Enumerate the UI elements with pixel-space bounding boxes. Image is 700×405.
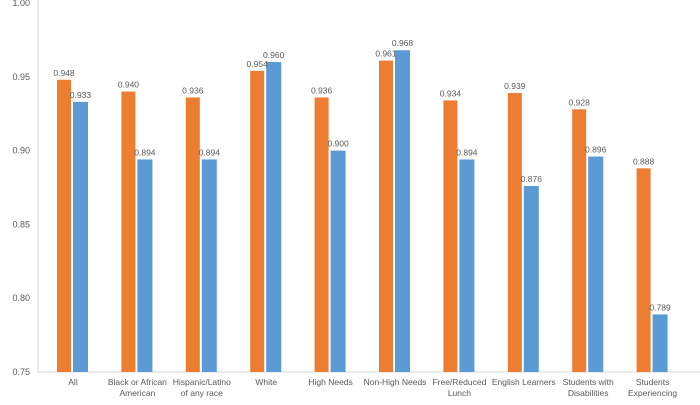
y-tick-label: 0.95	[12, 72, 30, 82]
data-label: 0.894	[199, 147, 221, 157]
x-tick-label: Lunch	[448, 388, 471, 398]
x-tick-label: Students	[636, 377, 670, 387]
data-label: 0.900	[327, 139, 349, 149]
bar-series2	[523, 186, 539, 372]
y-tick-label: 0.90	[12, 146, 30, 156]
data-label: 0.933	[70, 90, 92, 100]
data-label: 0.936	[311, 85, 333, 95]
bar-series2	[395, 50, 410, 373]
bar-series1	[636, 168, 651, 372]
x-tick-label: of any race	[181, 388, 223, 398]
bar-series2	[459, 159, 475, 372]
data-label: 0.894	[456, 147, 478, 157]
bar-series1	[572, 109, 587, 372]
x-tick-label: Experiencing	[628, 388, 677, 398]
bar-series1	[443, 100, 458, 372]
y-tick-label: 1.00	[12, 0, 30, 8]
x-tick-label: English Learners	[492, 377, 556, 387]
data-label: 0.789	[649, 302, 671, 312]
bar-series2	[137, 159, 153, 372]
data-label: 0.954	[247, 59, 269, 69]
x-tick-label: All	[68, 377, 78, 387]
data-label: 0.948	[53, 68, 75, 78]
data-label: 0.894	[134, 147, 156, 157]
data-label: 0.896	[585, 145, 607, 155]
x-tick-label: Black or African	[108, 377, 167, 387]
x-tick-label: Students with	[563, 377, 614, 387]
data-label: 0.961	[375, 49, 397, 59]
bar-series2	[73, 101, 88, 372]
data-label: 0.936	[182, 85, 204, 95]
bar-series1	[121, 91, 136, 372]
x-tick-label: Hispanic/Latino	[173, 377, 231, 387]
x-tick-label: Disabilities	[568, 388, 609, 398]
x-tick-label: White	[255, 377, 277, 387]
bar-series1	[250, 70, 265, 373]
bar-series1	[314, 97, 329, 373]
y-tick-label: 0.75	[12, 367, 30, 377]
bar-series1	[185, 97, 200, 373]
x-tick-label: High Needs	[308, 377, 352, 387]
data-label: 0.934	[440, 88, 462, 98]
bar-series2	[330, 150, 346, 372]
x-tick-label: Free/Reduced	[432, 377, 486, 387]
bar-series2	[652, 314, 668, 372]
y-tick-label: 0.80	[12, 293, 30, 303]
bar-series2	[588, 156, 604, 372]
data-label: 0.960	[263, 50, 285, 60]
data-label: 0.888	[633, 156, 655, 166]
bar-series1	[379, 60, 393, 373]
data-label: 0.876	[521, 174, 543, 184]
x-tick-label: Non-High Needs	[364, 377, 427, 387]
bar-series1	[57, 79, 71, 372]
bar-series2	[201, 159, 217, 372]
y-tick-label: 0.85	[12, 219, 30, 229]
data-label: 0.939	[504, 81, 526, 91]
x-tick-label: American	[119, 388, 155, 398]
bar-series2	[266, 62, 282, 372]
bar-series1	[507, 93, 522, 372]
data-label: 0.940	[118, 80, 140, 90]
data-label: 0.968	[392, 38, 414, 48]
data-label: 0.928	[569, 97, 591, 107]
